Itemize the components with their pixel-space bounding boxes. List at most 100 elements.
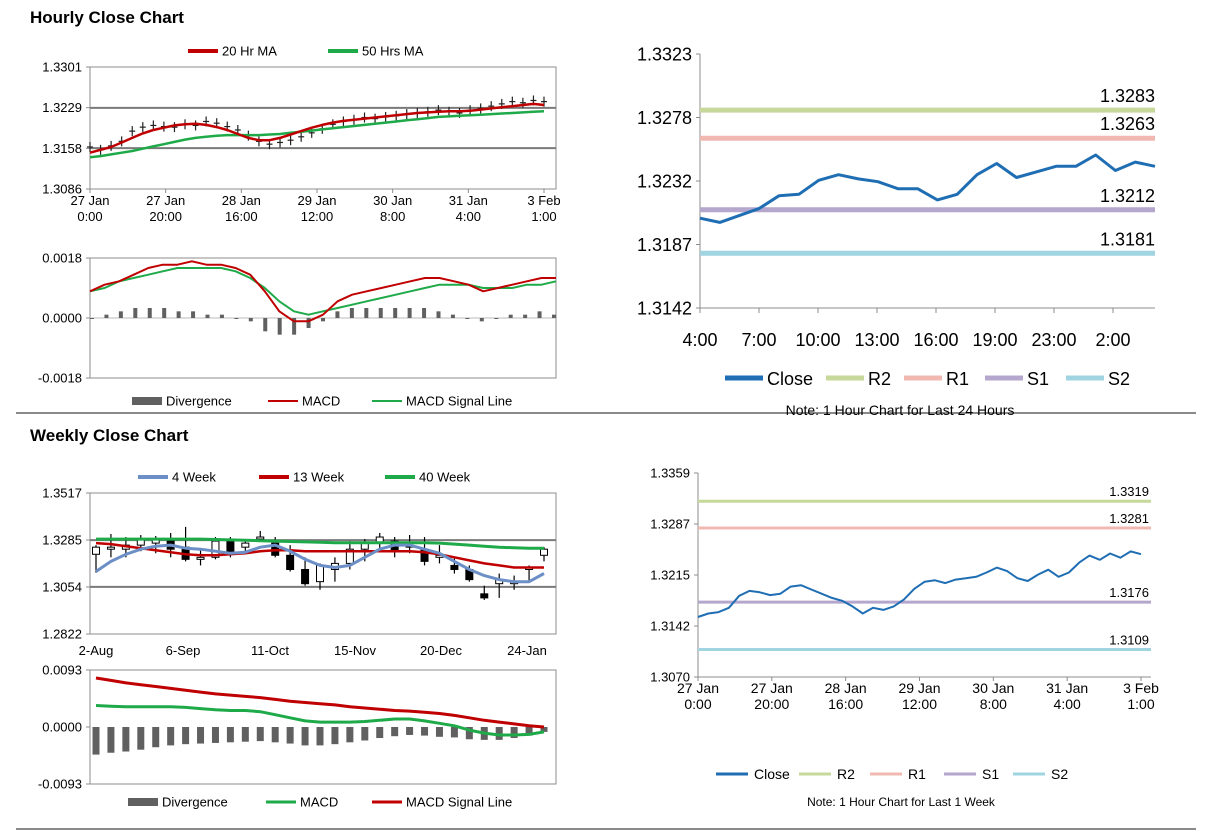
- divergence-bar: [495, 727, 503, 740]
- legend-divergence-swatch: [128, 798, 158, 806]
- weekly-hourly-y-tick-label: 1.3215: [650, 568, 690, 583]
- hourly-macd-y-tick-label: 0.0000: [42, 311, 82, 326]
- hourly-price-x-tick-label: 31 Jan: [449, 193, 488, 208]
- hourly-price-y-tick-label: 1.3229: [42, 100, 82, 115]
- divergence-bar: [277, 318, 282, 335]
- weekly-price-y-tick-label: 1.2822: [42, 627, 82, 642]
- divergence-bar: [421, 727, 429, 736]
- divergence-bar: [376, 727, 384, 739]
- macd-line: [95, 704, 545, 737]
- divergence-bar: [234, 318, 239, 319]
- divergence-bar: [147, 308, 152, 318]
- legend-divergence-label: Divergence: [162, 795, 228, 810]
- divergence-bar: [219, 314, 224, 318]
- legend-r2-label: R2: [837, 766, 855, 782]
- weekly-hourly-x-tick-label: 27 Jan: [751, 680, 793, 696]
- macd-signal-line: [95, 676, 545, 729]
- weekly-hourly-y-tick-label: 1.3287: [650, 517, 690, 532]
- weekly-hourly-note: Note: 1 Hour Chart for Last 1 Week: [807, 795, 996, 809]
- divergence-bar: [182, 727, 190, 745]
- weekly-hourly-y-tick-label: 1.3070: [650, 670, 690, 685]
- weekly-price-y-tick-label: 1.3285: [42, 533, 82, 548]
- level-label-r2: 1.3283: [1100, 86, 1155, 106]
- legend-40-week-label: 40 Week: [419, 470, 471, 485]
- hourly-section-title: Hourly Close Chart: [30, 8, 184, 27]
- weekly-hourly-x-tick-label: 29 Jan: [898, 680, 940, 696]
- hourly-price-x-tick-label: 0:00: [77, 209, 102, 224]
- divergence-bar: [331, 727, 339, 745]
- divergence-bar: [407, 308, 412, 318]
- divergence-bar: [292, 318, 297, 335]
- divergence-bar: [205, 314, 210, 318]
- divergence-bar: [508, 314, 513, 318]
- close-line: [699, 153, 1156, 224]
- legend-r2-label: R2: [868, 369, 891, 389]
- hourly-price-x-tick-label: 8:00: [380, 209, 405, 224]
- weekly-hourly-x-tick-label: 3 Feb: [1123, 680, 1159, 696]
- hourly-price-x-tick-label: 4:00: [456, 209, 481, 224]
- weekly-hourly-x-tick-label: 28 Jan: [825, 680, 867, 696]
- bottom-divider: [16, 828, 1196, 830]
- weekly-hourly-x-tick-label: 20:00: [754, 696, 789, 712]
- divergence-bar: [248, 318, 253, 322]
- divergence-bar: [510, 727, 518, 739]
- macd-line: [89, 260, 556, 323]
- candle-body: [196, 556, 205, 560]
- hourly-price-x-tick-label: 1:00: [531, 209, 556, 224]
- hourly-price-x-tick-label: 27 Jan: [146, 193, 185, 208]
- legend-4-week-label: 4 Week: [172, 470, 216, 485]
- legend-close-label: Close: [754, 766, 790, 782]
- weekly-hourly-x-tick-label: 1:00: [1127, 696, 1154, 712]
- hourly-price-x-tick-label: 20:00: [149, 209, 182, 224]
- divergence-bar: [435, 727, 443, 737]
- divergence-bar: [152, 727, 160, 748]
- divergence-bar: [118, 311, 123, 318]
- ma40-line: [96, 537, 544, 550]
- divergence-bar: [422, 308, 427, 318]
- divergence-bar: [306, 318, 311, 328]
- divergence-bar: [263, 318, 268, 332]
- legend-s2-label: S2: [1108, 369, 1130, 389]
- weekly-macd-y-tick-label: 0.0000: [42, 720, 82, 735]
- divergence-bar: [436, 311, 441, 318]
- level-label-r1: 1.3281: [1109, 511, 1149, 526]
- divergence-bar: [450, 314, 455, 318]
- hourly-24h-y-tick-label: 1.3187: [637, 235, 692, 255]
- divergence-bar: [271, 727, 279, 743]
- hourly-price-x-tick-label: 16:00: [225, 209, 258, 224]
- hourly-price-y-tick-label: 1.3086: [42, 182, 82, 197]
- divergence-bar: [301, 727, 309, 746]
- hourly-24h-x-tick-label: 23:00: [1031, 330, 1076, 350]
- candle-body: [241, 542, 250, 548]
- legend-50hrs-ma-label: 50 Hrs MA: [362, 44, 424, 59]
- hourly-price-x-tick-label: 12:00: [301, 209, 334, 224]
- weekly-price-x-tick-label: 24-Jan: [507, 643, 547, 658]
- divergence-bar: [540, 727, 548, 732]
- hourly-24h-note: Note: 1 Hour Chart for Last 24 Hours: [786, 402, 1015, 418]
- weekly-price-x-tick-label: 2-Aug: [79, 643, 114, 658]
- divergence-bar: [162, 308, 167, 318]
- candle-body: [92, 546, 100, 555]
- divergence-bar: [494, 318, 499, 319]
- divergence-bar: [537, 311, 542, 318]
- weekly-hourly-x-tick-label: 30 Jan: [972, 680, 1014, 696]
- divergence-bar: [107, 727, 115, 753]
- legend-20hr-ma-label: 20 Hr MA: [222, 44, 277, 59]
- divergence-bar: [406, 727, 414, 735]
- weekly-price-y-tick-label: 1.3054: [42, 580, 82, 595]
- divergence-bar: [378, 308, 383, 318]
- divergence-bar: [465, 318, 470, 319]
- weekly-macd-y-tick-label: -0.0093: [38, 777, 82, 792]
- weekly-price-plot-frame: [89, 492, 557, 635]
- legend-close-label: Close: [767, 369, 813, 389]
- legend-macd-label: MACD: [300, 795, 338, 810]
- legend-13-week-label: 13 Week: [293, 470, 345, 485]
- close-line: [697, 550, 1142, 618]
- hourly-price-x-tick-label: 3 Feb: [527, 193, 560, 208]
- weekly-price-x-tick-label: 20-Dec: [420, 643, 462, 658]
- divergence-bar: [391, 727, 399, 737]
- level-label-s1: 1.3176: [1109, 585, 1149, 600]
- divergence-bar: [92, 727, 100, 755]
- candle-body: [345, 548, 354, 564]
- hourly-price-x-tick-label: 28 Jan: [222, 193, 261, 208]
